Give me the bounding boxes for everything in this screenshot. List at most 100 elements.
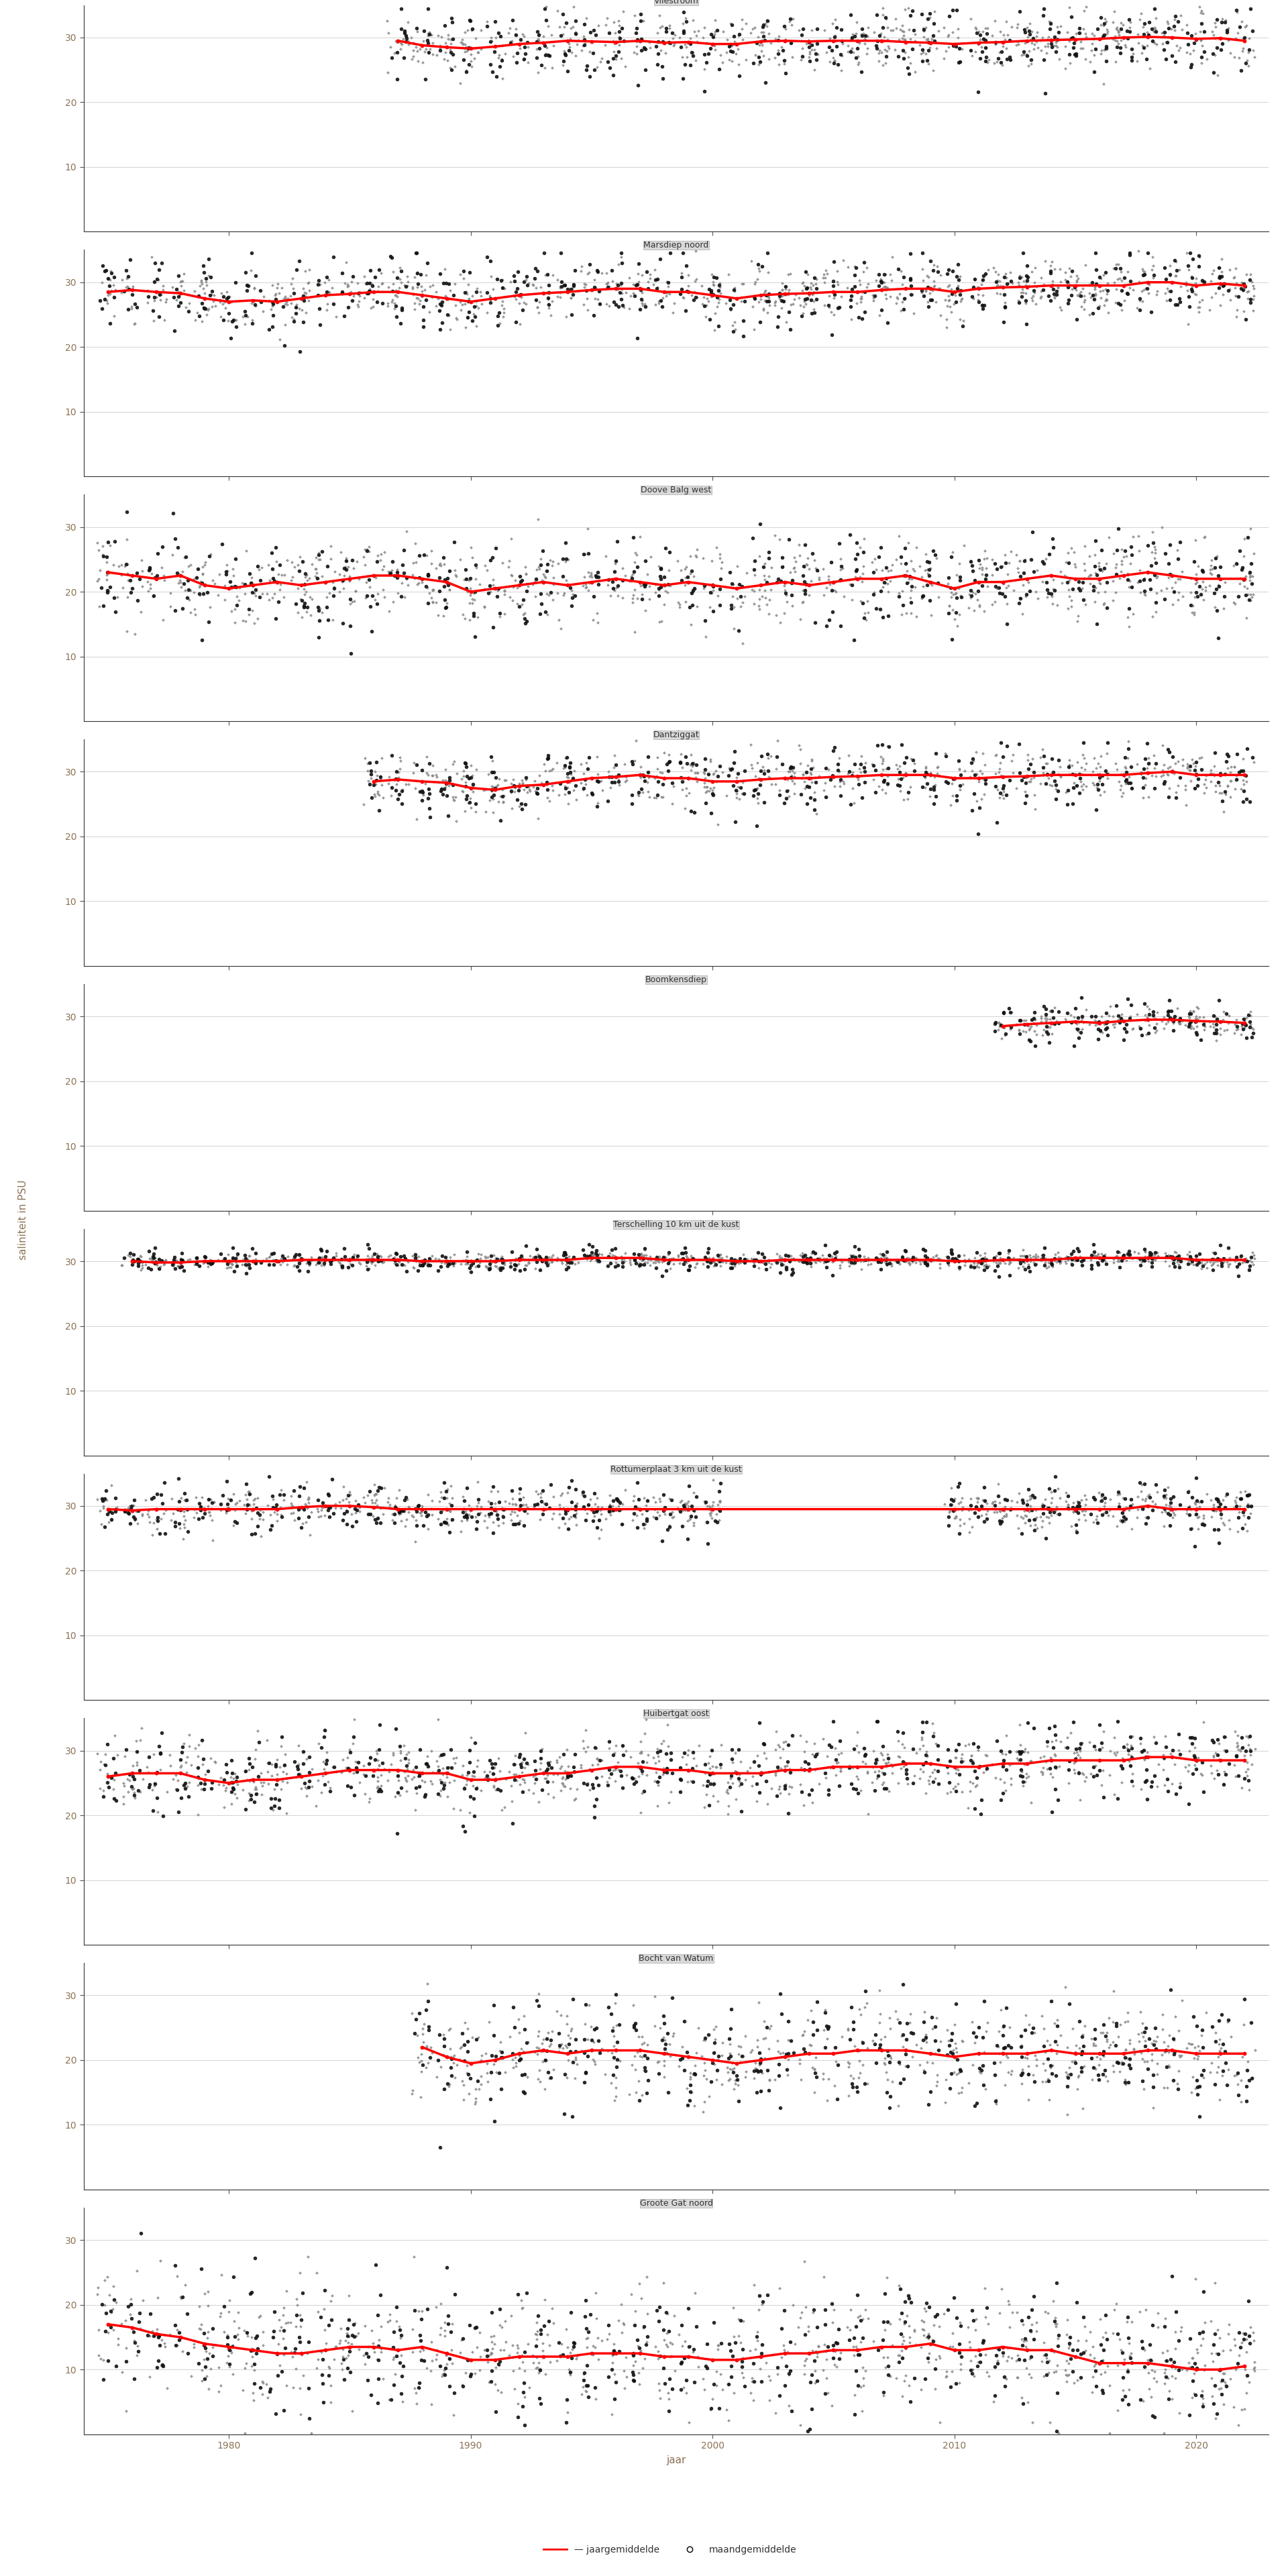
Point (453, 750, 474, 791)
Point (1083, 2032, 1104, 2074)
Point (357, 556, 377, 598)
Point (985, 567, 1006, 608)
Point (1122, 1484, 1142, 1525)
Point (261, 286, 282, 327)
Point (625, 2048, 645, 2089)
Point (710, 1747, 730, 1788)
Point (984, 2347, 1005, 2388)
Point (1086, 250, 1106, 291)
Point (1113, 1726, 1133, 1767)
Point (989, 773, 1010, 814)
Point (603, 2342, 623, 2383)
Point (1038, 1497, 1059, 1538)
Point (999, 1242, 1020, 1283)
Point (612, 273, 632, 314)
Point (1188, 2025, 1208, 2066)
Point (1066, 600, 1087, 641)
Point (1073, 2045, 1094, 2087)
Point (479, 1249, 500, 1291)
Point (896, 562, 917, 603)
Point (694, 1752, 715, 1793)
Point (587, 1736, 608, 1777)
Point (598, 564, 618, 605)
Point (214, 564, 234, 605)
Point (143, 1236, 164, 1278)
Point (308, 260, 328, 301)
Point (1154, 2069, 1175, 2110)
Point (1208, 1239, 1229, 1280)
Point (658, 2311, 679, 2352)
Point (330, 2318, 350, 2360)
Point (1166, 2357, 1186, 2398)
Point (649, 546, 670, 587)
Point (893, 2316, 913, 2357)
Point (925, 2007, 945, 2048)
Point (730, 2321, 751, 2362)
Point (914, 1234, 935, 1275)
Point (1024, 551, 1045, 592)
Point (1234, 518, 1255, 559)
Point (500, 21, 520, 62)
Point (225, 299, 246, 340)
Point (688, 2347, 708, 2388)
Point (460, 2354, 480, 2396)
Point (778, 1772, 799, 1814)
Point (1236, 1754, 1257, 1795)
Point (1231, 1005, 1252, 1046)
Point (1135, 572, 1155, 613)
Point (180, 2354, 201, 2396)
Point (319, 1770, 340, 1811)
Point (766, 307, 787, 348)
Point (165, 518, 185, 559)
Point (89, 585, 109, 626)
Point (848, 1239, 868, 1280)
Point (478, 1236, 498, 1278)
Point (1209, 2032, 1230, 2074)
Point (918, 2334, 939, 2375)
Point (1118, 554, 1139, 595)
Point (943, 775, 963, 817)
Point (938, 762, 958, 804)
Point (300, 1515, 321, 1556)
Point (1084, 2017, 1105, 2058)
Point (1194, 2300, 1215, 2342)
Point (891, 592, 912, 634)
Point (1213, 2050, 1234, 2092)
Point (126, 2251, 147, 2293)
Point (1096, 1002, 1117, 1043)
Point (299, 1479, 319, 1520)
Point (701, 1489, 721, 1530)
Point (383, 2326, 403, 2367)
Point (507, 2383, 528, 2424)
Point (657, 273, 677, 314)
Point (408, 1754, 429, 1795)
Point (1141, 1242, 1162, 1283)
Point (1203, 33, 1224, 75)
Point (251, 546, 272, 587)
Point (1050, 1242, 1070, 1283)
Point (560, 2354, 581, 2396)
Point (1021, 999, 1042, 1041)
Point (403, 752, 424, 793)
Point (171, 1239, 192, 1280)
Point (608, 1486, 629, 1528)
Point (996, 2357, 1016, 2398)
Point (1141, 1234, 1162, 1275)
Point (385, 770, 406, 811)
Point (170, 2316, 191, 2357)
Point (299, 1242, 319, 1283)
Point (1057, 265, 1078, 307)
Point (1047, 1239, 1068, 1280)
Point (1230, 562, 1251, 603)
Point (398, 1731, 419, 1772)
Point (1164, 1996, 1185, 2038)
Point (537, 572, 558, 613)
Point (654, 2362, 675, 2403)
Point (680, 1234, 701, 1275)
Point (456, 1236, 477, 1278)
Point (1038, 2058, 1059, 2099)
Point (234, 291, 255, 332)
Point (479, 1249, 500, 1291)
Point (435, 1236, 456, 1278)
Point (406, 8, 426, 49)
